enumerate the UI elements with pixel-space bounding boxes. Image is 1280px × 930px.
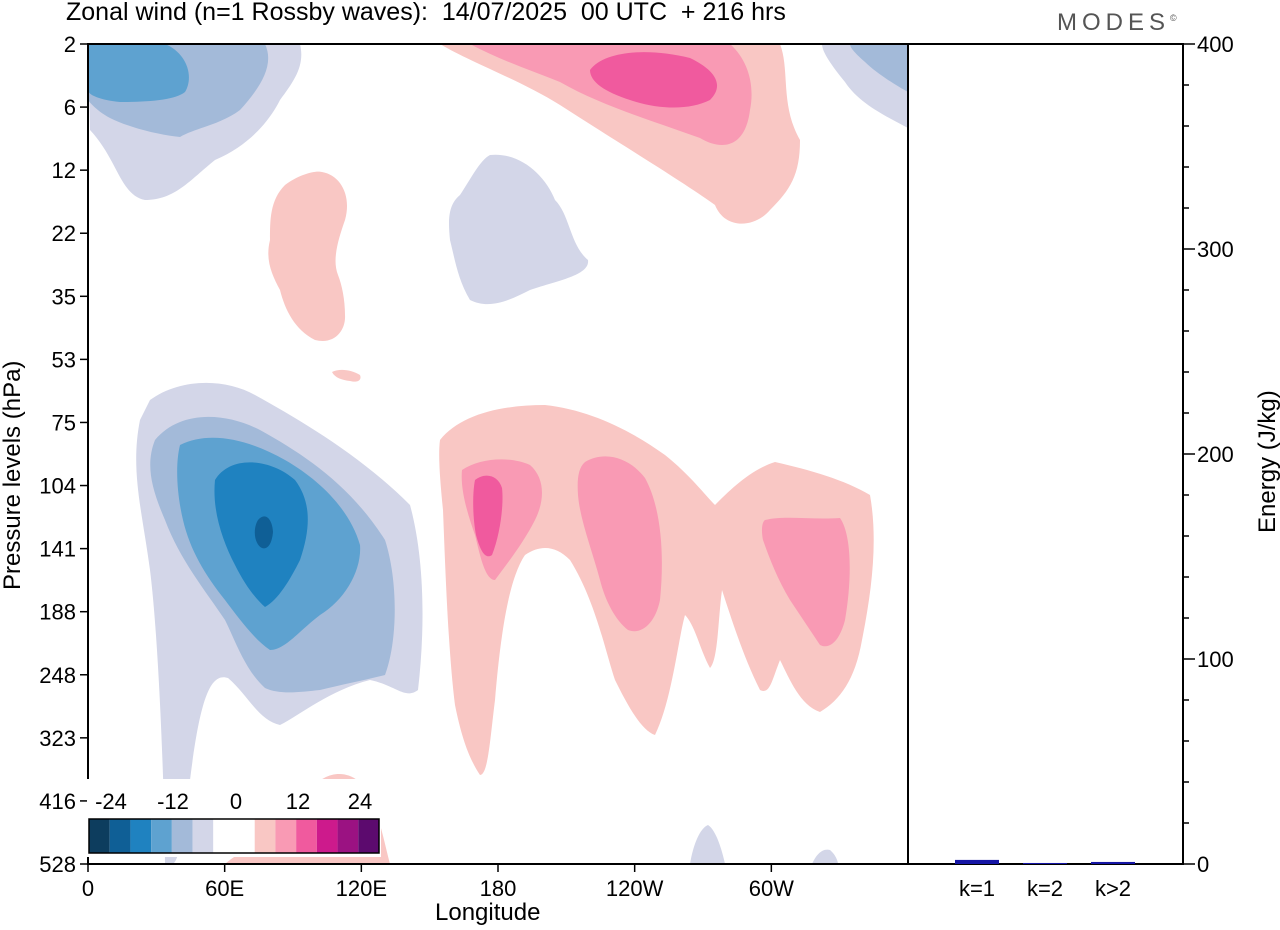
energy-bar-1 <box>955 859 999 864</box>
y-axis-label-right: Energy (J/kg) <box>1254 390 1280 533</box>
colorbar-label: 0 <box>230 789 242 814</box>
negative-region-topright-inner <box>850 44 908 92</box>
y-tick-label: 35 <box>52 284 76 309</box>
energy-axis: 0 100 200 300 400 <box>1183 32 1234 877</box>
y-tick-label: 53 <box>52 347 76 372</box>
negative-region-midupper <box>449 154 589 305</box>
colorbar-box <box>213 819 234 853</box>
energy-plot-frame <box>907 43 1184 865</box>
contour-field <box>88 44 908 864</box>
energy-tick-label: 300 <box>1197 237 1234 262</box>
x-tick-label: 60W <box>749 876 794 901</box>
copyright-mark: © <box>1170 13 1177 23</box>
colorbar-box <box>151 819 172 853</box>
y-tick-label: 323 <box>39 726 76 751</box>
y-tick-label: 104 <box>39 474 76 499</box>
colorbar-outline <box>88 818 380 854</box>
x-tick-label: 60E <box>205 876 244 901</box>
logo-text: MODES <box>1057 9 1171 36</box>
energy-category-label: k>2 <box>1095 876 1131 901</box>
energy-bars <box>955 859 1135 864</box>
y-tick-label: 12 <box>52 158 76 183</box>
negative-region-bottom-right <box>812 849 838 864</box>
x-tick-label: 120E <box>336 876 387 901</box>
y-axis-label-left: Pressure levels (hPa) <box>0 360 26 590</box>
energy-category-label: k=1 <box>959 876 995 901</box>
chart-title: Zonal wind (n=1 Rossby waves): 14/07/202… <box>66 0 786 26</box>
energy-tick-label: 200 <box>1197 442 1234 467</box>
energy-tick-label: 0 <box>1197 852 1209 877</box>
pressure-axis: 2 6 12 22 35 53 75 104 141 188 248 323 416 528 <box>39 32 88 877</box>
negative-region-topleft-core <box>88 44 189 102</box>
positive-region-midupper <box>268 171 348 341</box>
colorbar-box <box>316 819 338 853</box>
colorbar-label: -24 <box>95 789 127 814</box>
y-tick-label: 6 <box>64 95 76 120</box>
energy-tick-label: 100 <box>1197 647 1234 672</box>
positive-region-small <box>332 369 361 382</box>
negative-region-main-center <box>254 516 273 549</box>
colorbar-label: 12 <box>286 789 310 814</box>
y-tick-label: 416 <box>39 789 76 814</box>
longitude-axis: 0 60E 120E 180 120W 60W <box>82 864 794 901</box>
modes-logo: MODES© <box>1057 9 1177 37</box>
energy-tick-label: 400 <box>1197 32 1234 57</box>
colorbar <box>87 779 381 857</box>
y-tick-label: 22 <box>52 221 76 246</box>
y-tick-label: 248 <box>39 663 76 688</box>
colorbar-box <box>337 819 359 853</box>
x-axis-label: Longitude <box>435 899 541 926</box>
energy-bar-2 <box>1023 862 1067 864</box>
energy-bar-3 <box>1091 861 1135 864</box>
positive-region-center-lobe <box>577 456 662 632</box>
y-tick-label: 188 <box>39 600 76 625</box>
colorbar-box <box>254 819 276 853</box>
x-tick-label: 180 <box>480 876 517 901</box>
colorbar-box <box>296 819 317 853</box>
y-tick-label: 75 <box>52 410 76 435</box>
colorbar-box <box>130 819 152 853</box>
colorbar-label: -12 <box>157 789 189 814</box>
positive-region-right-lobe <box>761 517 850 647</box>
colorbar-box <box>275 819 297 853</box>
colorbar-labels: -24 -12 0 12 24 <box>95 789 372 814</box>
colorbar-box <box>109 819 131 853</box>
negative-region-bottom <box>690 825 725 864</box>
colorbar-box <box>234 819 255 853</box>
y-tick-label: 141 <box>39 537 76 562</box>
x-tick-label: 120W <box>606 876 664 901</box>
colorbar-box <box>89 819 110 853</box>
colorbar-box <box>171 819 193 853</box>
y-tick-label: 2 <box>64 32 76 57</box>
energy-bar-labels: k=1 k=2 k>2 <box>959 876 1131 901</box>
y-tick-label: 528 <box>39 852 76 877</box>
x-tick-label: 0 <box>82 876 94 901</box>
colorbar-box <box>192 819 214 853</box>
positive-region-left-core <box>473 475 503 557</box>
energy-category-label: k=2 <box>1027 876 1063 901</box>
colorbar-box <box>358 819 379 853</box>
positive-region-top-core <box>590 52 718 108</box>
colorbar-label: 24 <box>348 789 372 814</box>
